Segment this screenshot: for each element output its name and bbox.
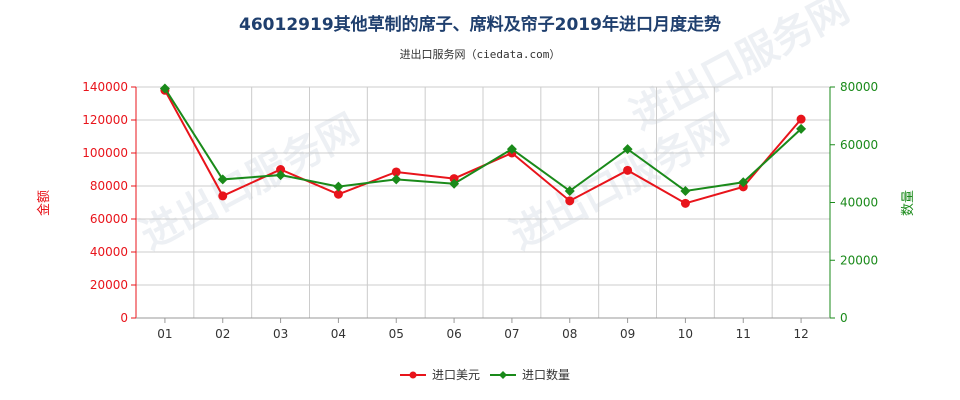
series-point-1 xyxy=(565,196,575,206)
y-tick-label-left: 100000 xyxy=(82,146,128,160)
series-line-2 xyxy=(164,87,802,193)
x-tick-label: 03 xyxy=(273,327,288,341)
x-tick-label: 07 xyxy=(504,327,519,341)
y-tick-label-right: 40000 xyxy=(840,196,878,210)
legend[interactable]: 进口美元 进口数量 xyxy=(400,367,570,382)
y-tick-label-left: 120000 xyxy=(82,113,128,127)
chart-subtitle: 进出口服务网（ciedata.com） xyxy=(400,47,561,61)
legend-label-1: 进口美元 xyxy=(432,368,480,382)
x-tick-label: 12 xyxy=(793,327,808,341)
legend-label-2: 进口数量 xyxy=(522,367,570,382)
series-point-1 xyxy=(333,189,343,199)
series-layer xyxy=(159,83,807,208)
series-point-1 xyxy=(276,165,286,174)
y-ticks-right: 0 20000 40000 60000 80000 xyxy=(830,80,878,325)
legend-marker-1 xyxy=(409,371,417,379)
series-point-2 xyxy=(159,83,170,94)
series-point-2 xyxy=(391,174,402,185)
y-tick-label-left: 40000 xyxy=(90,245,128,259)
legend-marker-2 xyxy=(499,371,507,379)
series-point-2 xyxy=(217,174,228,185)
series-point-2 xyxy=(680,185,691,196)
y-tick-label-left: 80000 xyxy=(90,179,128,193)
y-tick-label-right: 0 xyxy=(840,311,848,325)
y-ticks-left: 0 20000 40000 60000 80000 100000 120000 140000 xyxy=(82,80,136,325)
y-tick-label-right: 60000 xyxy=(840,138,878,152)
watermark-text: 进出口服务网 xyxy=(503,106,737,259)
x-tick-label: 06 xyxy=(446,327,461,341)
series-point-2 xyxy=(449,178,460,189)
y-tick-label-left: 20000 xyxy=(90,278,128,292)
x-tick-label: 08 xyxy=(562,327,577,341)
watermark-text: 进出口服务网 xyxy=(133,106,367,259)
y-tick-label-left: 140000 xyxy=(82,80,128,94)
x-tick-label: 01 xyxy=(157,327,172,341)
series-point-1 xyxy=(218,191,228,201)
x-ticks: 01 02 03 04 05 06 07 08 09 10 11 12 xyxy=(157,318,809,341)
y-tick-label-left: 60000 xyxy=(90,212,128,226)
series-point-2 xyxy=(275,170,286,181)
chart-title: 46012919其他草制的席子、席料及帘子2019年进口月度走势 xyxy=(239,14,721,35)
x-tick-label: 10 xyxy=(678,327,693,341)
series-point-1 xyxy=(623,165,633,175)
y-axis-label-right: 数量 xyxy=(901,190,916,216)
series-point-2 xyxy=(506,144,517,155)
y-tick-label-right: 20000 xyxy=(840,253,878,267)
y-axis-label-left: 金额 xyxy=(36,190,52,216)
series-point-2 xyxy=(333,181,344,192)
y-tick-label-right: 80000 xyxy=(840,80,878,94)
x-tick-label: 04 xyxy=(331,327,346,341)
series-point-2 xyxy=(796,123,807,134)
series-point-1 xyxy=(680,198,690,208)
series-point-2 xyxy=(738,177,749,188)
series-point-1 xyxy=(391,167,401,177)
y-tick-label-left: 0 xyxy=(120,311,128,325)
series-point-2 xyxy=(622,144,633,155)
x-tick-label: 11 xyxy=(736,327,751,341)
series-point-1 xyxy=(796,114,806,124)
x-tick-label: 05 xyxy=(389,327,404,341)
x-tick-label: 02 xyxy=(215,327,230,341)
series-point-2 xyxy=(564,185,575,196)
series-point-1 xyxy=(449,174,459,184)
x-tick-label: 09 xyxy=(620,327,635,341)
